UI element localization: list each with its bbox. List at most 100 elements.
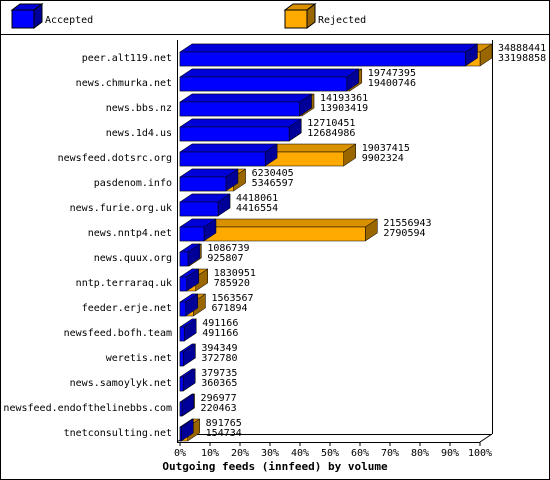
bar <box>179 218 379 242</box>
bar <box>179 343 197 367</box>
bar-face <box>179 101 300 117</box>
value-label: 19400746 <box>368 78 416 89</box>
value-label: 34888441 <box>498 43 546 54</box>
bar <box>179 68 360 92</box>
value-label: 21556943 <box>383 218 431 229</box>
bar-face <box>179 426 182 442</box>
chart-title: Outgoing feeds (innfeed) by volume <box>162 460 388 473</box>
category-label: nntp.terraraq.uk <box>76 278 172 289</box>
bar <box>179 368 196 392</box>
value-label: 6230405 <box>252 168 294 179</box>
axis-depth <box>479 433 493 443</box>
bar-face <box>179 376 184 392</box>
category-label: feeder.erje.net <box>82 303 172 314</box>
value-label: 5346597 <box>252 178 294 189</box>
value-label: 4418061 <box>236 193 278 204</box>
value-label: 13903419 <box>320 103 368 114</box>
value-label: 33198858 <box>498 53 546 64</box>
bar <box>179 193 231 217</box>
bar-face <box>179 51 466 67</box>
category-label: news.bbs.nz <box>106 103 172 114</box>
bar-face <box>179 251 189 267</box>
value-label: 671894 <box>211 303 247 314</box>
x-tick-label: 90% <box>441 448 459 459</box>
bar-face <box>179 276 188 292</box>
x-tick-label: 100% <box>468 448 492 459</box>
value-label: 154734 <box>206 428 242 439</box>
value-label: 9902324 <box>362 153 404 164</box>
x-tick-label: 40% <box>291 448 309 459</box>
category-label: newsfeed.dotsrc.org <box>58 153 172 164</box>
value-label: 891765 <box>206 418 242 429</box>
bar-face <box>179 93 313 103</box>
value-label: 1830951 <box>214 268 256 279</box>
bar-face <box>179 126 290 142</box>
category-label: news.furie.org.uk <box>70 203 172 214</box>
value-label: 14193361 <box>320 93 368 104</box>
value-label: 4416554 <box>236 203 278 214</box>
value-label: 491166 <box>202 318 238 329</box>
bar <box>179 243 201 267</box>
category-label: news.1d4.us <box>106 128 172 139</box>
category-label: news.chmurka.net <box>76 78 172 89</box>
bar <box>179 118 302 142</box>
x-tick-label: 0% <box>174 448 186 459</box>
value-label: 491166 <box>202 328 238 339</box>
legend-label: Accepted <box>45 15 93 26</box>
bar-face <box>179 401 183 417</box>
category-label: newsfeed.endofthelinebbs.com <box>3 403 172 414</box>
legend-item <box>10 3 44 29</box>
category-label: news.samoylyk.net <box>70 378 172 389</box>
category-label: pasdenom.info <box>94 178 172 189</box>
value-label: 296977 <box>201 393 237 404</box>
value-label: 19747395 <box>368 68 416 79</box>
value-label: 12684986 <box>307 128 355 139</box>
bar-face <box>179 201 219 217</box>
value-label: 2790594 <box>383 228 425 239</box>
x-tick-label: 80% <box>411 448 429 459</box>
bar <box>179 418 195 442</box>
x-tick-label: 30% <box>261 448 279 459</box>
bar <box>179 168 239 192</box>
bar-face <box>179 226 205 242</box>
value-label: 925807 <box>207 253 243 264</box>
bar-face <box>179 68 360 78</box>
bar-face <box>179 76 348 92</box>
bar <box>179 143 278 167</box>
bar <box>179 93 313 117</box>
legend-swatch <box>284 9 308 29</box>
category-label: peer.alt119.net <box>82 53 172 64</box>
category-label: news.quux.org <box>94 253 172 264</box>
bar-face <box>179 351 184 367</box>
bar-face <box>179 143 278 153</box>
bar-face <box>179 43 479 53</box>
bar <box>179 393 195 417</box>
bar-face <box>179 118 302 128</box>
bar <box>179 268 200 292</box>
category-label: weretis.net <box>106 353 172 364</box>
bar <box>179 43 479 67</box>
x-tick-label: 60% <box>351 448 369 459</box>
x-tick-label: 20% <box>231 448 249 459</box>
value-label: 379735 <box>201 368 237 379</box>
value-label: 785920 <box>214 278 250 289</box>
category-label: newsfeed.bofh.team <box>64 328 172 339</box>
legend-item <box>283 3 317 29</box>
bar-face <box>179 151 266 167</box>
bar-face <box>179 176 227 192</box>
value-label: 1563567 <box>211 293 253 304</box>
legend-swatch <box>11 9 35 29</box>
value-label: 220463 <box>201 403 237 414</box>
bar <box>179 318 198 342</box>
x-tick-label: 70% <box>381 448 399 459</box>
x-tick-label: 50% <box>321 448 339 459</box>
value-label: 394349 <box>201 343 237 354</box>
value-label: 12710451 <box>307 118 355 129</box>
category-label: tnetconsulting.net <box>64 428 172 439</box>
bar <box>179 293 199 317</box>
category-label: news.nntp4.net <box>88 228 172 239</box>
bar-face <box>179 326 185 342</box>
value-label: 1086739 <box>207 243 249 254</box>
value-label: 372780 <box>201 353 237 364</box>
value-label: 360365 <box>201 378 237 389</box>
